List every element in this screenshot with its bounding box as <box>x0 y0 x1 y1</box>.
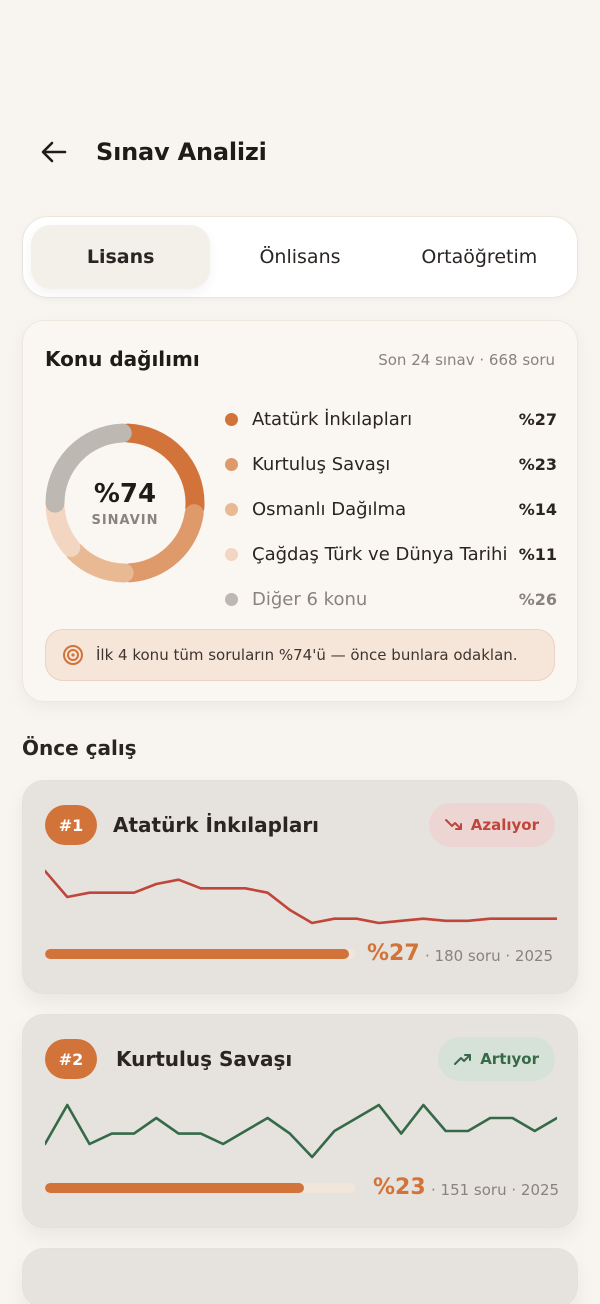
exam-level-tabs: Lisans Önlisans Ortaöğretim <box>22 216 578 298</box>
page-title: Sınav Analizi <box>96 138 267 166</box>
rank-badge: #1 <box>45 805 97 845</box>
distribution-meta: Son 24 sınav · 668 soru <box>378 351 555 369</box>
topic-percent: %23 <box>373 1175 426 1200</box>
arrow-left-icon <box>41 141 67 163</box>
legend-dot <box>225 593 238 606</box>
donut-center: %74 SINAVIN <box>43 421 207 585</box>
tab-ortaogretim[interactable]: Ortaöğretim <box>421 246 538 268</box>
sparkline-path <box>45 1103 557 1159</box>
focus-tip: İlk 4 konu tüm soruların %74'ü — önce bu… <box>45 629 555 681</box>
sparkline-path <box>45 869 557 925</box>
header: Sınav Analizi <box>38 130 267 174</box>
share-bar-fill <box>45 949 349 959</box>
share-bar <box>45 949 355 959</box>
topic-card[interactable]: #2 Kurtuluş Savaşı Artıyor %23 · 151 sor… <box>22 1014 578 1228</box>
donut-center-label: SINAVIN <box>91 512 159 528</box>
tab-lisans[interactable]: Lisans <box>31 225 211 289</box>
trending-up-icon <box>454 1054 472 1065</box>
legend-item: Osmanlı Dağılma %14 <box>225 487 557 532</box>
trend-badge: Artıyor <box>438 1037 555 1081</box>
legend-dot <box>225 503 238 516</box>
topic-card[interactable]: #1 Atatürk İnkılapları Azalıyor %27 · 18… <box>22 780 578 994</box>
trend-label: Azalıyor <box>470 816 539 834</box>
share-bar <box>45 1183 355 1193</box>
distribution-donut-chart <box>45 423 205 583</box>
legend-item-percent: %11 <box>518 545 557 564</box>
trend-sparkline <box>45 1103 557 1159</box>
legend-item-name: Çağdaş Türk ve Dünya Tarihi <box>252 544 508 565</box>
trend-label: Artıyor <box>480 1050 539 1068</box>
topic-meta: · 180 soru · 2025 <box>425 947 554 965</box>
trend-sparkline <box>45 869 557 925</box>
legend-item: Kurtuluş Savaşı %23 <box>225 442 557 487</box>
legend-dot <box>225 413 238 426</box>
legend-item-name: Osmanlı Dağılma <box>252 499 407 520</box>
topic-distribution-card: Konu dağılımı Son 24 sınav · 668 soru %7… <box>22 320 578 702</box>
legend-item: Atatürk İnkılapları %27 <box>225 397 557 442</box>
topic-name: Kurtuluş Savaşı <box>116 1047 293 1071</box>
rank-badge: #2 <box>45 1039 97 1079</box>
topic-meta: · 151 soru · 2025 <box>431 1181 560 1199</box>
topic-name: Atatürk İnkılapları <box>113 813 320 837</box>
donut-slice-5 <box>45 423 205 583</box>
distribution-title: Konu dağılımı <box>45 347 200 371</box>
trending-down-icon <box>444 819 462 830</box>
donut-center-percent: %74 <box>93 478 157 509</box>
legend-dot <box>225 458 238 471</box>
donut-slice-3 <box>45 423 205 583</box>
topic-percent: %27 <box>367 941 420 966</box>
legend-item: Diğer 6 konu %26 <box>225 577 557 622</box>
legend-item-name: Diğer 6 konu <box>252 589 368 610</box>
share-bar-fill <box>45 1183 304 1193</box>
legend-item-percent: %27 <box>518 410 557 429</box>
legend-item-name: Atatürk İnkılapları <box>252 409 413 430</box>
back-button[interactable] <box>38 136 70 168</box>
legend-item-name: Kurtuluş Savaşı <box>252 454 391 475</box>
target-icon <box>63 645 83 665</box>
legend-item: Çağdaş Türk ve Dünya Tarihi %11 <box>225 532 557 577</box>
legend-item-percent: %14 <box>518 500 557 519</box>
legend-item-percent: %23 <box>518 455 557 474</box>
section-title: Önce çalış <box>22 736 137 760</box>
tab-onlisans[interactable]: Önlisans <box>259 246 341 268</box>
topic-card[interactable] <box>22 1248 578 1304</box>
focus-tip-text: İlk 4 konu tüm soruların %74'ü — önce bu… <box>96 646 518 664</box>
distribution-legend: Atatürk İnkılapları %27 Kurtuluş Savaşı … <box>225 397 557 622</box>
trend-badge: Azalıyor <box>428 803 555 847</box>
legend-dot <box>225 548 238 561</box>
legend-item-percent: %26 <box>518 590 557 609</box>
